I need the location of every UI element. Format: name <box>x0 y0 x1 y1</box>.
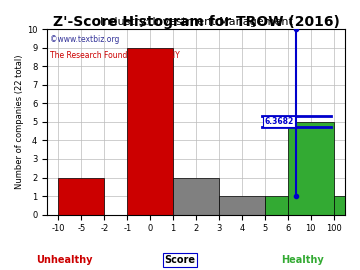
Bar <box>265 196 288 215</box>
Bar <box>219 196 265 215</box>
Bar <box>58 178 104 215</box>
Bar <box>127 48 173 215</box>
Text: 6.3682: 6.3682 <box>265 117 294 126</box>
Bar <box>333 196 356 215</box>
Bar <box>288 122 333 215</box>
Title: Z'-Score Histogram for TROW (2016): Z'-Score Histogram for TROW (2016) <box>53 15 339 29</box>
Text: Industry: Investment Management: Industry: Investment Management <box>100 17 292 27</box>
Text: Healthy: Healthy <box>281 255 324 265</box>
Bar <box>173 178 219 215</box>
Text: Unhealthy: Unhealthy <box>36 255 93 265</box>
Y-axis label: Number of companies (22 total): Number of companies (22 total) <box>15 55 24 189</box>
Text: ©www.textbiz.org: ©www.textbiz.org <box>50 35 120 43</box>
Text: The Research Foundation of SUNY: The Research Foundation of SUNY <box>50 51 180 60</box>
Text: Score: Score <box>165 255 195 265</box>
